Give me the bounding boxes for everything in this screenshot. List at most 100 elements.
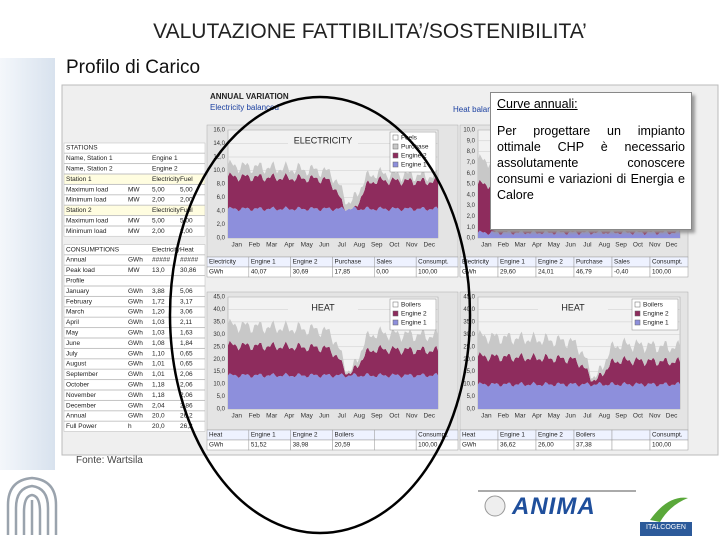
legend-label: Engine 1 [401,162,427,169]
x-tick-label: Mar [514,242,526,249]
summary-text: Engine 1 [251,259,276,266]
legend-label: Engine 2 [401,311,427,318]
table-cell: 2,00 [152,197,165,204]
table-cell: 3,88 [152,288,165,295]
y-tick-label: 10,0 [463,382,475,388]
anima-logo: ANIMA [512,493,596,520]
y-tick-label: 15,0 [213,369,225,375]
table-cell: October [66,382,90,389]
table-cell: Maximum load [66,218,109,225]
y-tick-label: 8,0 [467,149,476,155]
chart-title: HEAT [311,302,335,312]
summary-text: 36,62 [500,442,516,449]
chart-title-bg [288,135,358,147]
table-cell: MW [128,186,140,193]
table-cell: 13,0 [152,267,165,274]
legend-swatch [392,301,399,308]
table-cell: 1,84 [180,340,193,347]
table-cell: 5,00 [180,218,193,225]
x-tick-label: Jan [481,413,492,420]
legend-swatch [634,319,641,326]
table-cell: 1,20 [152,309,165,316]
y-tick-label: 7,0 [467,160,476,166]
table-cell: Fuel [180,176,193,183]
summary-text: Engine 2 [538,259,563,266]
area-band [478,329,680,382]
summary-text: 17,85 [335,269,351,276]
table-row [63,400,206,411]
y-tick-label: 0,0 [467,236,476,242]
summary-text: 29,60 [500,269,516,276]
table-cell: 1,18 [152,382,165,389]
table-cell: 2,86 [180,402,193,409]
table-cell: 26,2 [180,423,193,430]
summary-text: -0,40 [614,269,629,276]
table-cell: Station 1 [66,176,92,183]
x-tick-label: Dec [666,242,678,249]
y-tick-label: 1,0 [467,225,476,231]
table-row [63,369,206,380]
summary-text: Engine 2 [293,432,318,439]
summary-text: Electricity [209,259,237,266]
summary-text: 100,00 [652,269,672,276]
x-tick-label: May [548,413,561,420]
y-tick-label: 0,0 [217,407,226,413]
callout-body: Per progettare un impianto ottimale CHP … [497,124,685,202]
table-cell: Annual [66,257,87,264]
table-cell: 1,01 [152,371,165,378]
table-cell: STATIONS [66,145,98,152]
legend-swatch [392,310,399,317]
area-band [228,206,438,238]
table-cell: ##### [152,257,170,264]
x-tick-label: Oct [389,242,399,249]
table-cell: 2,06 [180,382,193,389]
summary-text: 26,00 [538,442,554,449]
table-cell: 2,06 [180,371,193,378]
y-tick-label: 9,0 [467,138,476,144]
legend-label: Engine 2 [643,311,669,318]
x-tick-label: Sep [371,242,383,249]
table-cell: GWh [128,330,143,337]
table-cell: 1,08 [152,340,165,347]
chart-title: HEAT [561,302,585,312]
legend-label: Boilers [401,302,422,309]
table-cell: 1,03 [152,319,165,326]
callout: Curve annuali: Per progettare un impiant… [490,92,692,230]
table-cell: Minimum load [66,228,107,235]
y-tick-label: 5,0 [467,394,476,400]
x-tick-label: Nov [406,242,418,249]
chart-title: ELECTRICITY [294,135,353,145]
summary-cell [415,266,459,278]
legend-swatch [392,152,399,159]
summary-text: Boilers [335,432,354,439]
legend-label: Engine 1 [643,320,669,327]
y-tick-label: 6,0 [217,195,226,201]
summary-text: 20,59 [335,442,351,449]
summary-text: GWh [462,442,477,449]
highlight-ellipse [168,95,472,535]
chart-title-bg [538,302,608,314]
table-cell: GWh [128,402,143,409]
table-cell: February [66,298,93,305]
summary-text: 37,38 [576,442,592,449]
table-cell: Station 2 [66,207,92,214]
table-row [63,205,206,216]
table-row [63,296,206,307]
table-cell: Profile [66,278,85,285]
y-tick-label: 5,0 [217,394,226,400]
table-cell: 5,00 [180,186,193,193]
table-cell: MW [128,218,140,225]
area-band [228,318,438,375]
x-tick-label: Apr [532,242,543,249]
summary-text: 100,00 [418,442,438,449]
table-row [63,317,206,328]
table-row [63,163,206,175]
table-cell: 3,17 [180,298,193,305]
summary-text: Engine 2 [538,432,563,439]
x-tick-label: Mar [514,413,526,420]
logo-emblem [6,476,58,535]
table-cell: 1,63 [180,330,193,337]
table-cell: Maximum load [66,186,109,193]
table-row [63,244,206,255]
